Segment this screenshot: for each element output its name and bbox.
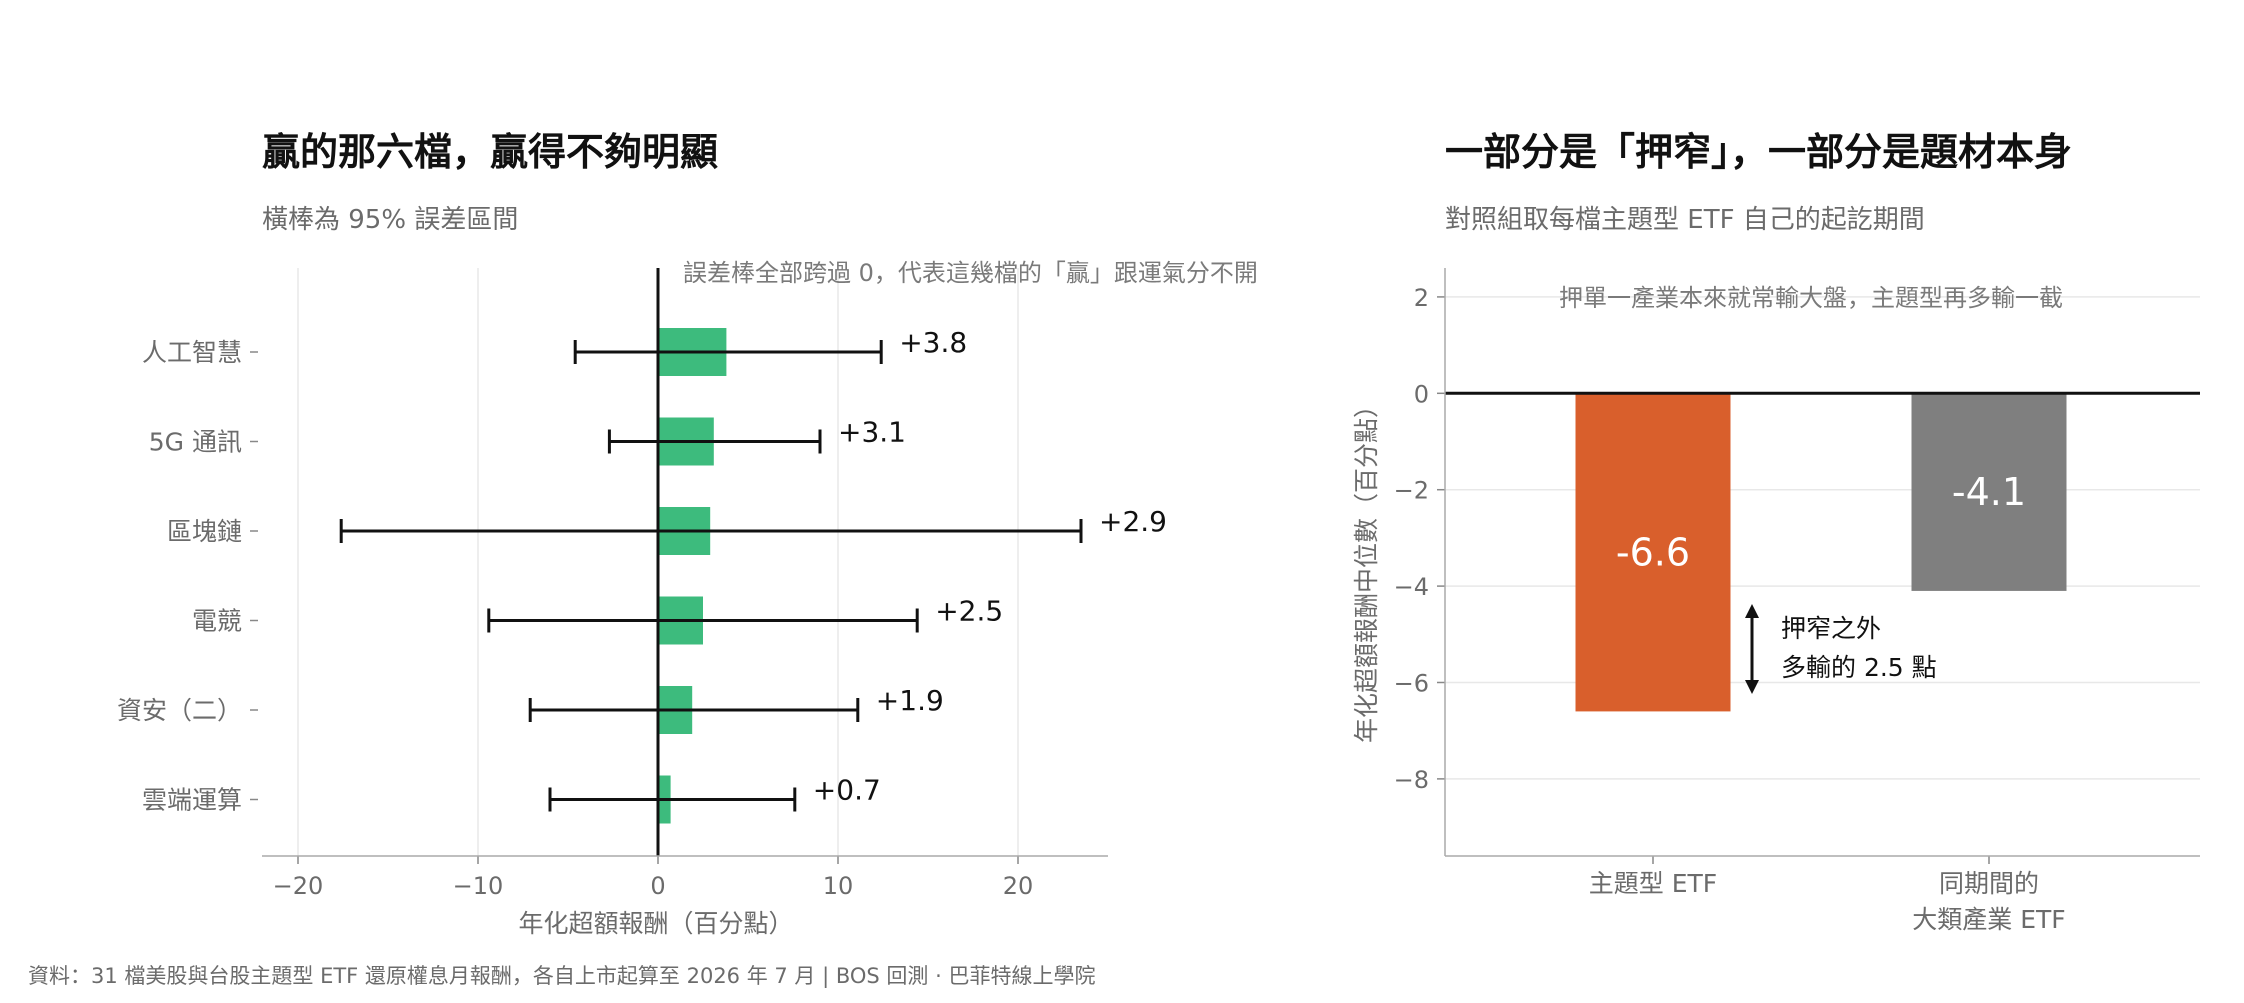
right-y-tick-label: −4 bbox=[1394, 573, 1429, 601]
right-bar-value-label: -6.6 bbox=[1616, 530, 1690, 574]
gap-arrow-annotation: 押窄之外 多輸的 2.5 點 bbox=[1745, 604, 1937, 694]
left-data-labels: +3.8 +3.1 +2.9 +2.5 +1.9 +0.7 bbox=[813, 326, 1167, 807]
right-y-axis-label: 年化超額報酬中位數（百分點） bbox=[1352, 393, 1381, 743]
gap-arrow-up-head bbox=[1745, 604, 1759, 618]
left-category-label: 電競 bbox=[192, 607, 242, 636]
right-y-tick-label: −2 bbox=[1394, 477, 1429, 505]
gap-annotation-line-2: 多輸的 2.5 點 bbox=[1781, 653, 1937, 682]
left-annotation: 誤差棒全部跨過 0，代表這幾檔的「贏」跟運氣分不開 bbox=[683, 259, 1258, 287]
left-bars bbox=[658, 328, 727, 824]
right-gridlines bbox=[1445, 296, 2200, 780]
right-y-tick-label: −6 bbox=[1394, 669, 1429, 697]
right-chart-subtitle: 對照組取每檔主題型 ETF 自己的起訖期間 bbox=[1445, 205, 1925, 235]
left-x-tick-label: −20 bbox=[273, 872, 324, 900]
right-bar bbox=[1575, 393, 1731, 712]
left-chart-title: 贏的那六檔，贏得不夠明顯 bbox=[262, 130, 718, 174]
left-x-axis: −20 −10 0 10 20 bbox=[273, 856, 1034, 900]
left-data-label: +1.9 bbox=[876, 684, 944, 717]
right-category-label: 大類產業 ETF bbox=[1912, 905, 2065, 934]
left-x-tick-label: 20 bbox=[1003, 872, 1034, 900]
left-category-label: 區塊鏈 bbox=[167, 517, 242, 546]
left-category-label: 5G 通訊 bbox=[149, 428, 242, 457]
left-x-tick-label: 0 bbox=[650, 872, 665, 900]
right-category-label: 主題型 ETF bbox=[1589, 869, 1717, 898]
source-note: 資料：31 檔美股與台股主題型 ETF 還原權息月報酬，各自上市起算至 2026… bbox=[28, 964, 1095, 989]
right-bars: -6.6 -4.1 bbox=[1575, 393, 2067, 712]
left-data-label: +2.9 bbox=[1099, 505, 1167, 538]
left-x-tick-label: −10 bbox=[453, 872, 504, 900]
right-y-axis: 2 0 −2 −4 −6 −8 bbox=[1394, 284, 1445, 794]
left-data-label: +3.1 bbox=[838, 416, 906, 449]
right-bar-value-label: -4.1 bbox=[1952, 470, 2026, 514]
left-category-label: 人工智慧 bbox=[142, 338, 242, 367]
left-category-label: 資安（二） bbox=[117, 696, 242, 725]
left-chart-subtitle: 橫棒為 95% 誤差區間 bbox=[262, 205, 518, 235]
left-data-label: +0.7 bbox=[813, 774, 881, 807]
right-y-tick-label: 2 bbox=[1414, 284, 1429, 312]
gap-annotation-line-1: 押窄之外 bbox=[1781, 614, 1881, 643]
right-bar bbox=[1911, 393, 2067, 591]
left-x-axis-label: 年化超額報酬（百分點） bbox=[518, 909, 793, 938]
right-note: 押單一產業本來就常輸大盤，主題型再多輸一截 bbox=[1559, 284, 2063, 312]
left-data-label: +3.8 bbox=[899, 326, 967, 359]
right-y-tick-label: 0 bbox=[1414, 380, 1429, 408]
left-error-bars bbox=[339, 340, 1083, 812]
right-chart-title: 一部分是「押窄」，一部分是題材本身 bbox=[1445, 130, 2072, 174]
left-x-tick-label: 10 bbox=[823, 872, 854, 900]
left-data-label: +2.5 bbox=[935, 595, 1003, 628]
right-y-tick-label: −8 bbox=[1394, 766, 1429, 794]
left-category-label: 雲端運算 bbox=[142, 786, 242, 815]
gap-arrow-down-head bbox=[1745, 680, 1759, 694]
right-category-label: 同期間的 bbox=[1939, 869, 2039, 898]
